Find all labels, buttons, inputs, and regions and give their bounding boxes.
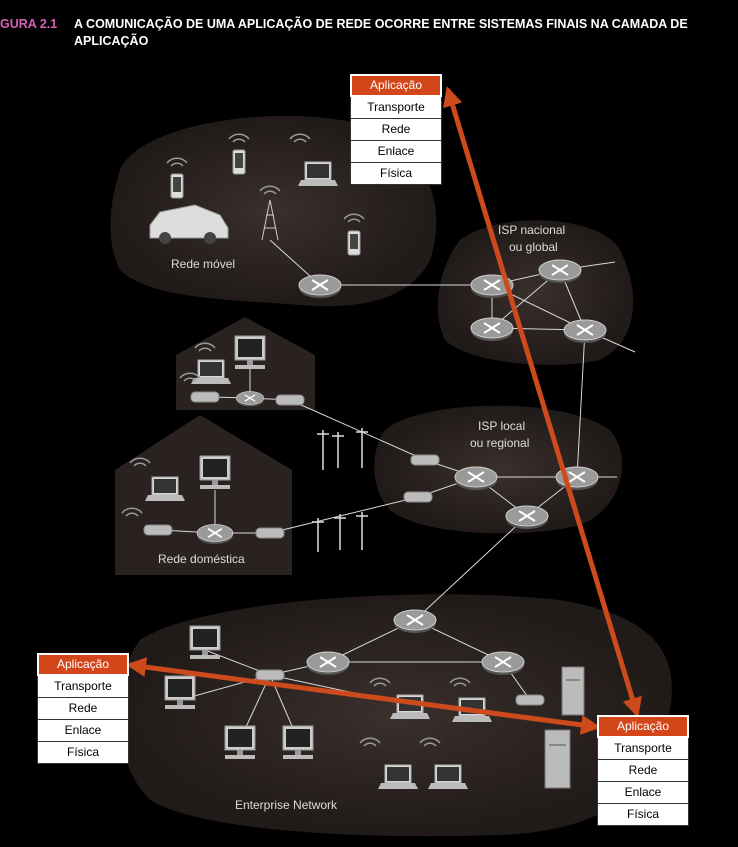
router-enterprise-2: [306, 651, 350, 676]
local-isp-label-1: ISP local: [478, 419, 525, 433]
layer-physical: Física: [597, 804, 689, 826]
protocol-stack-top: Aplicação Transporte Rede Enlace Física: [350, 74, 442, 185]
layer-physical: Física: [37, 742, 129, 764]
router-local-3: [505, 505, 549, 530]
router-national-3: [470, 317, 514, 342]
mobile-network-label: Rede móvel: [171, 257, 235, 271]
national-isp-label-2: ou global: [509, 240, 558, 254]
layer-network: Rede: [350, 119, 442, 141]
router-enterprise-1: [393, 609, 437, 634]
layer-transport: Transporte: [597, 738, 689, 760]
layer-link: Enlace: [37, 720, 129, 742]
layer-application: Aplicação: [37, 653, 129, 676]
layer-network: Rede: [597, 760, 689, 782]
layer-physical: Física: [350, 163, 442, 185]
router-national-4: [563, 319, 607, 344]
figure-title: A COMUNICAÇÃO DE UMA APLICAÇÃO DE REDE O…: [74, 17, 688, 48]
figure-number: GURA 2.1: [0, 17, 58, 31]
arrow-top-to-right: [443, 86, 642, 718]
layer-network: Rede: [37, 698, 129, 720]
arrow-left-to-right: [126, 657, 601, 735]
router-enterprise-3: [481, 651, 525, 676]
local-isp-label-2: ou regional: [470, 436, 529, 450]
utility-poles: [312, 428, 368, 552]
router-local-1: [454, 466, 498, 491]
protocol-stack-left: Aplicação Transporte Rede Enlace Física: [37, 653, 129, 764]
layer-transport: Transporte: [350, 97, 442, 119]
home-network-label: Rede doméstica: [158, 552, 245, 566]
mobile-hosts: [149, 133, 365, 256]
layer-link: Enlace: [597, 782, 689, 804]
layer-application: Aplicação: [597, 715, 689, 738]
national-isp-label-1: ISP nacional: [498, 223, 565, 237]
layer-link: Enlace: [350, 141, 442, 163]
router-national-2: [538, 259, 582, 284]
home-network-region: [115, 415, 292, 575]
layer-application: Aplicação: [350, 74, 442, 97]
router-mobile: [298, 274, 342, 299]
car-icon: [149, 204, 229, 244]
cell-tower: [259, 185, 281, 241]
layer-transport: Transporte: [37, 676, 129, 698]
protocol-stack-right: Aplicação Transporte Rede Enlace Física: [597, 715, 689, 826]
home-network-region-upper: [176, 317, 315, 410]
application-layer-arrows: [126, 86, 642, 735]
enterprise-network-label: Enterprise Network: [235, 798, 338, 812]
